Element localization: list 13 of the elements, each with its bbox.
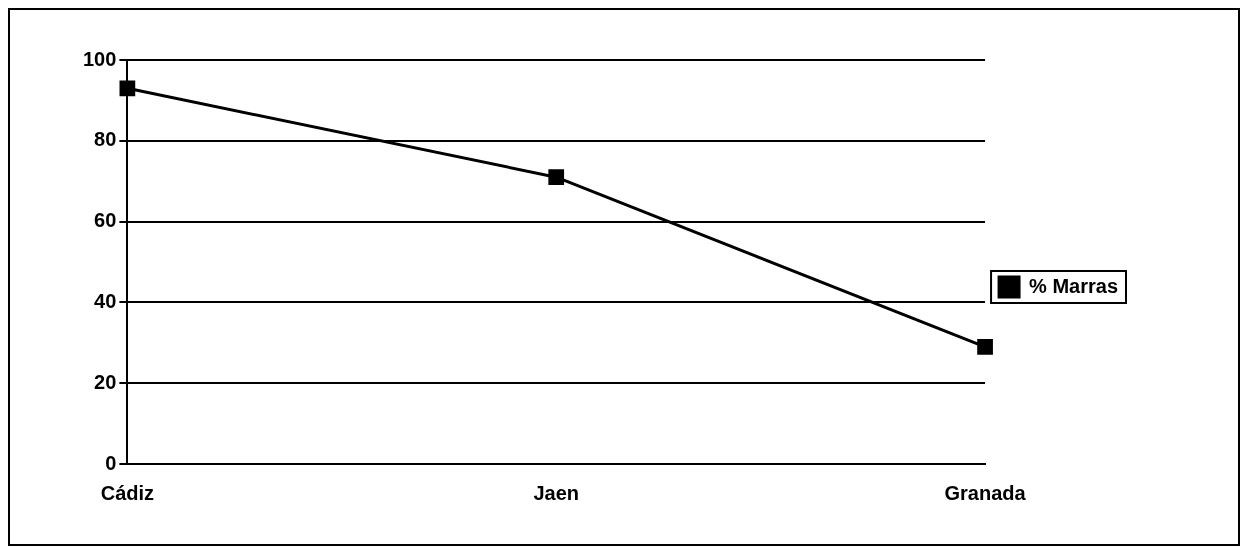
x-tick-label: Cádiz	[100, 481, 155, 504]
y-tick-label: 60	[94, 209, 117, 232]
y-tick-label: 80	[94, 128, 117, 151]
legend-label: % Marras	[1029, 274, 1118, 297]
point	[119, 80, 136, 97]
x-tick-label: Jaen	[533, 481, 580, 504]
y-tick-label: 40	[94, 289, 117, 312]
y-tick-label: 20	[94, 370, 117, 393]
point	[977, 338, 993, 355]
y-tick-label: 0	[105, 451, 117, 474]
y-tick-label: 100	[82, 47, 117, 70]
point	[548, 169, 565, 186]
x-tick-label: Granada	[944, 481, 1027, 504]
